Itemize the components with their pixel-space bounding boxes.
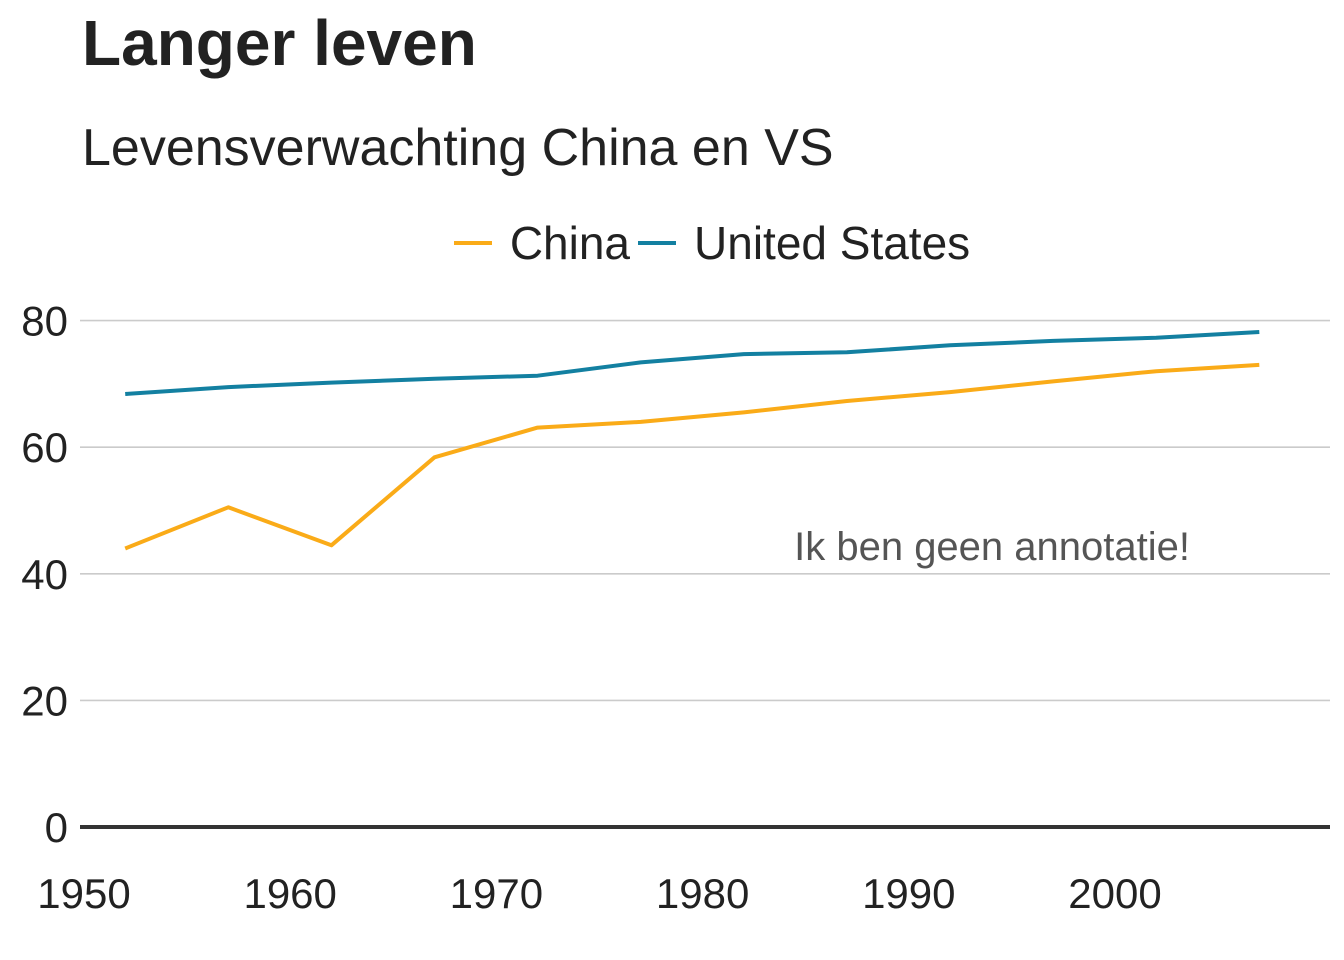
annotation-text: Ik ben geen annotatie!: [794, 525, 1190, 569]
x-tick-label-1960: 1960: [243, 870, 336, 917]
y-tick-label-40: 40: [21, 551, 68, 598]
legend-label-china: China: [509, 217, 631, 269]
y-tick-label-60: 60: [21, 424, 68, 471]
series-line-united-states: [125, 330, 1260, 396]
legend-key-china: [453, 241, 492, 245]
x-tick-label-1950: 1950: [37, 870, 130, 917]
legend-item-china: China: [453, 216, 631, 270]
annotation-layer: Ik ben geen annotatie!: [794, 525, 1190, 569]
chart-subtitle: Levensverwachting China en VS: [82, 119, 834, 177]
x-tick-label-2000: 2000: [1068, 870, 1161, 917]
legend-key-united-states: [638, 241, 677, 245]
y-tick-label-0: 0: [45, 804, 68, 851]
x-tick-label-1990: 1990: [862, 870, 955, 917]
x-axis-ticks: 1950 1960 1970 1980 1990 2000: [37, 870, 1161, 917]
x-tick-label-1980: 1980: [656, 870, 749, 917]
series-lines: [124, 330, 1260, 551]
y-tick-label-80: 80: [21, 298, 68, 345]
chart-title: Langer leven: [82, 7, 477, 79]
series-line-china: [124, 362, 1260, 551]
legend-item-united-states: United States: [638, 216, 970, 270]
y-axis-ticks: 0 20 40 60 80: [21, 298, 68, 851]
grid-lines: [80, 319, 1330, 829]
chart-legend: China United States: [0, 215, 1344, 271]
x-tick-label-1970: 1970: [450, 870, 543, 917]
y-tick-label-20: 20: [21, 677, 68, 724]
legend-label-united-states: United States: [694, 217, 971, 269]
